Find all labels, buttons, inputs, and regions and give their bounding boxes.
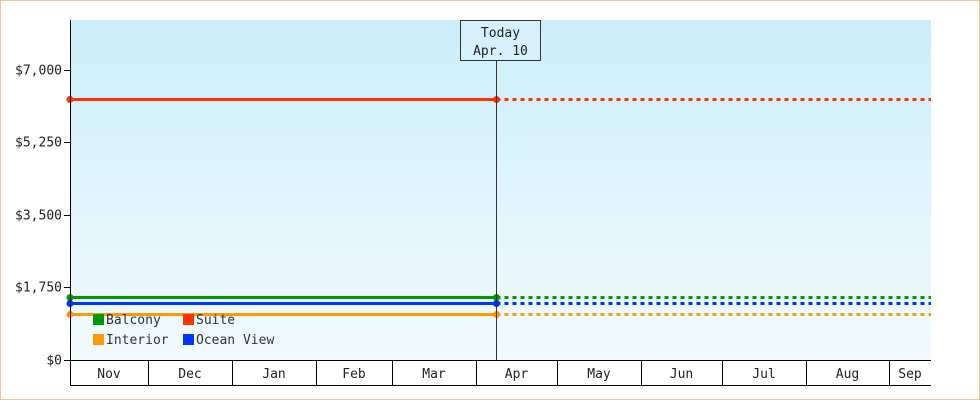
legend-label-suite: Suite [196, 313, 235, 328]
x-tick-label: Mar [422, 367, 446, 382]
y-tick-label: $1,750 [15, 281, 62, 296]
x-tick-label: Feb [342, 367, 366, 382]
x-tick-label: Jan [262, 367, 285, 382]
legend-swatch-suite [183, 314, 194, 325]
legend-label-ocean-view: Ocean View [196, 333, 274, 348]
today-date-label: Apr. 10 [473, 44, 528, 59]
x-tick-label: Sep [898, 367, 922, 382]
legend-swatch-balcony [93, 314, 104, 325]
x-tick-label: Jun [670, 367, 693, 382]
x-tick-label: Apr [505, 367, 529, 382]
legend: Balcony Suite Interior Ocean View [93, 313, 274, 348]
y-tick-label: $0 [46, 354, 62, 369]
x-tick-label: Dec [178, 367, 201, 382]
y-tick-label: $7,000 [15, 64, 62, 79]
x-tick-label: Nov [97, 367, 121, 382]
today-label-box [460, 20, 541, 61]
x-tick-label: Jul [752, 367, 775, 382]
y-tick-label: $5,250 [15, 136, 62, 151]
y-tick-label: $3,500 [15, 209, 62, 224]
today-label: Today [481, 26, 520, 41]
legend-label-balcony: Balcony [106, 313, 161, 328]
plot-area [70, 20, 931, 360]
legend-swatch-interior [93, 334, 104, 345]
legend-swatch-ocean-view [183, 334, 194, 345]
legend-label-interior: Interior [106, 333, 169, 348]
x-tick-label: Aug [836, 367, 859, 382]
x-tick-label: May [587, 367, 611, 382]
